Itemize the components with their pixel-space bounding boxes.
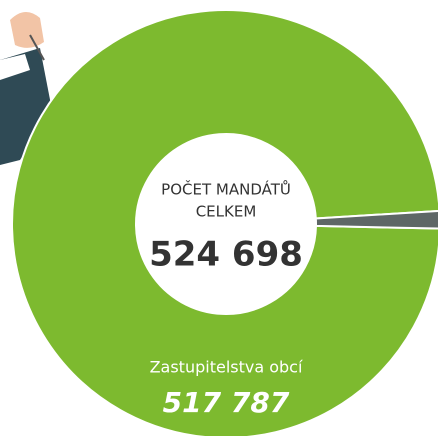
donut-hole — [138, 136, 314, 312]
center-label: POČET MANDÁTŮ — [161, 180, 291, 199]
segment-label: Zastupitelstva obcí — [150, 358, 303, 377]
total-value: 524 698 — [149, 235, 303, 275]
center-label: CELKEM — [196, 203, 257, 221]
chart: POČET MANDÁTŮ CELKEM 524 698 Zastupitels… — [0, 0, 438, 436]
segment-value: 517 787 — [163, 386, 290, 419]
